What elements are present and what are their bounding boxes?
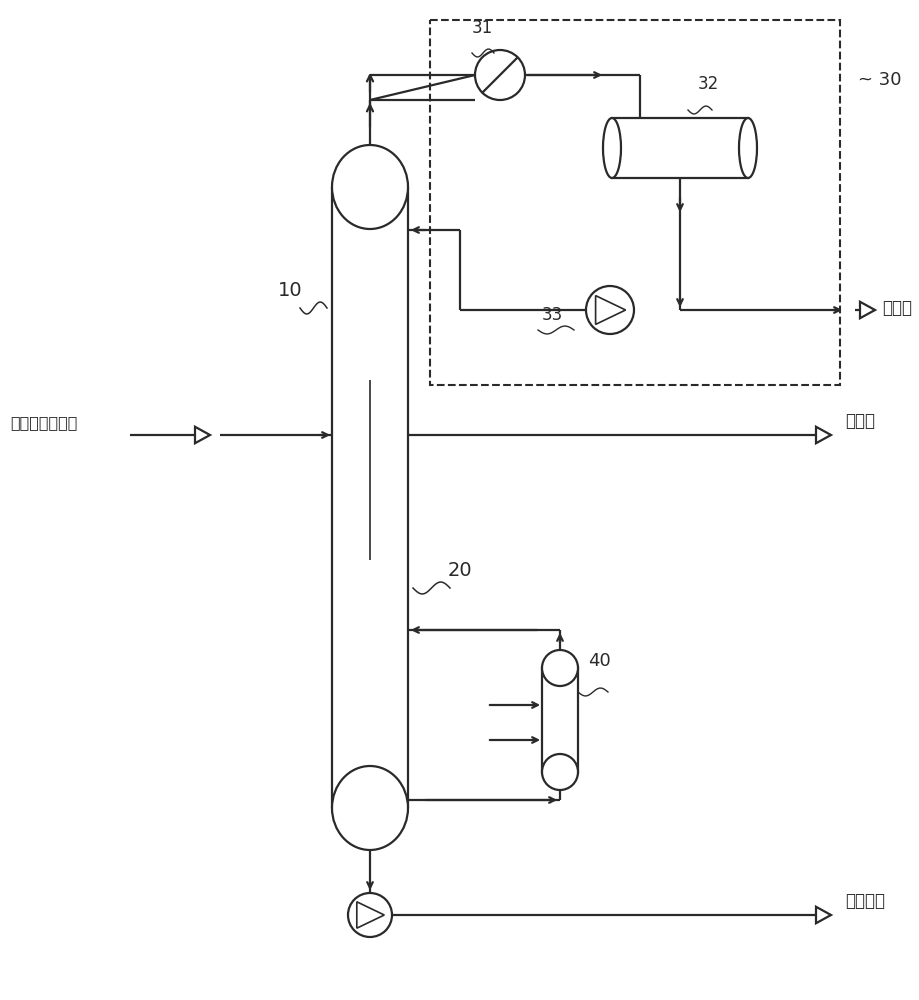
Bar <box>429 20 839 385</box>
Circle shape <box>585 286 633 334</box>
Ellipse shape <box>602 118 620 178</box>
Text: 33: 33 <box>540 306 562 324</box>
Ellipse shape <box>332 145 407 229</box>
Text: 20: 20 <box>448 560 471 580</box>
Bar <box>611 118 747 178</box>
Circle shape <box>474 50 525 100</box>
Ellipse shape <box>332 766 407 850</box>
Text: 烷基化反应产物: 烷基化反应产物 <box>10 415 77 430</box>
Ellipse shape <box>738 118 756 178</box>
Text: 正丁烷: 正丁烷 <box>844 412 874 430</box>
Ellipse shape <box>541 754 577 790</box>
Bar <box>541 668 577 772</box>
Circle shape <box>347 893 391 937</box>
Text: 32: 32 <box>698 75 719 93</box>
Polygon shape <box>195 427 210 443</box>
Polygon shape <box>859 302 874 318</box>
Text: 烷基化油: 烷基化油 <box>844 892 884 910</box>
Text: 40: 40 <box>587 652 610 670</box>
Ellipse shape <box>541 650 577 686</box>
Polygon shape <box>815 907 830 923</box>
Polygon shape <box>357 902 384 928</box>
Text: 31: 31 <box>471 19 492 37</box>
Text: 异丁烷: 异丁烷 <box>881 299 911 317</box>
Text: ~ 30: ~ 30 <box>857 71 901 89</box>
Polygon shape <box>815 427 830 443</box>
Polygon shape <box>595 296 625 324</box>
Text: 10: 10 <box>278 280 302 300</box>
